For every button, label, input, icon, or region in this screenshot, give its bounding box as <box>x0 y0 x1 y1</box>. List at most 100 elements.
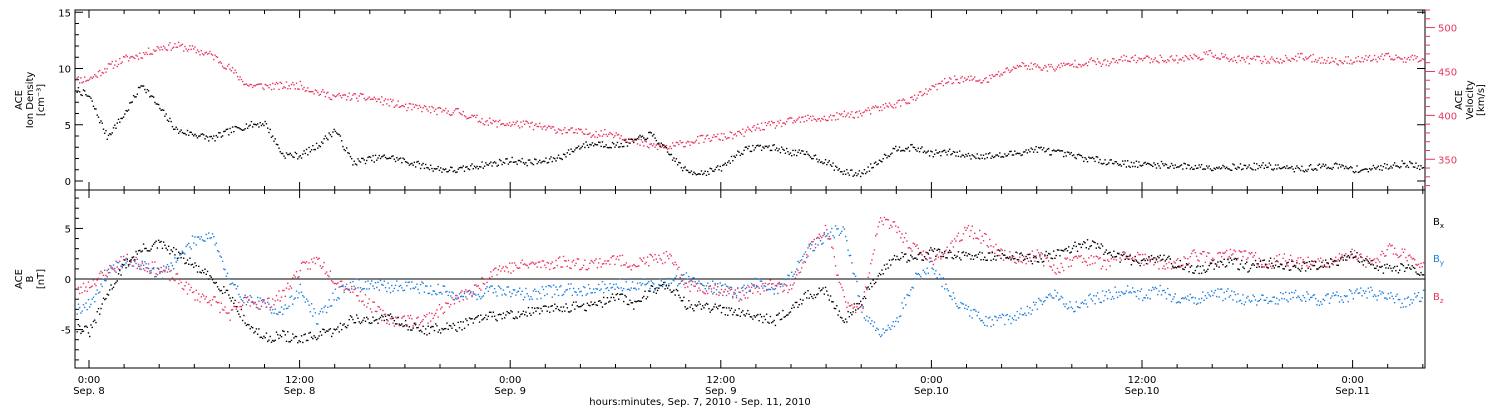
data-point <box>240 308 243 311</box>
data-point <box>1338 253 1341 255</box>
data-point <box>727 290 729 293</box>
data-point <box>110 265 112 267</box>
data-point <box>122 116 125 118</box>
data-point <box>246 84 249 87</box>
data-point <box>345 326 348 329</box>
data-point <box>525 311 527 313</box>
data-point <box>515 161 517 163</box>
data-point <box>446 112 448 114</box>
data-point <box>669 154 671 156</box>
data-point <box>1283 60 1286 63</box>
data-point <box>1228 168 1230 170</box>
data-point <box>362 93 364 95</box>
data-point <box>352 94 354 96</box>
data-point <box>546 261 548 264</box>
data-point <box>471 295 473 298</box>
data-point <box>946 154 948 156</box>
data-point <box>322 142 324 145</box>
data-point <box>194 262 196 264</box>
data-point <box>97 292 100 294</box>
data-point <box>769 279 772 281</box>
data-point <box>214 54 216 56</box>
data-point <box>1283 166 1286 168</box>
data-point <box>498 119 501 122</box>
data-point <box>371 159 373 162</box>
data-point <box>1074 59 1076 62</box>
data-point <box>357 287 359 289</box>
data-point <box>715 289 718 291</box>
data-point <box>362 288 364 290</box>
data-point <box>1199 252 1202 255</box>
data-point <box>1321 265 1323 267</box>
data-point <box>886 105 888 107</box>
data-point <box>774 287 777 290</box>
data-point <box>654 253 656 256</box>
data-point <box>422 325 424 328</box>
data-point <box>1188 262 1190 265</box>
data-point <box>971 317 973 319</box>
data-point <box>310 258 313 261</box>
data-point <box>393 319 396 322</box>
data-point <box>384 286 387 289</box>
data-point <box>125 109 127 112</box>
data-point <box>1246 258 1248 261</box>
data-point <box>1073 311 1075 313</box>
data-point <box>483 124 486 126</box>
data-point <box>560 129 562 132</box>
data-point <box>189 246 191 248</box>
data-point <box>1115 291 1118 294</box>
data-point <box>871 259 873 261</box>
data-point <box>458 327 461 329</box>
data-point <box>922 93 925 96</box>
data-point <box>265 84 268 86</box>
data-point <box>251 300 254 303</box>
data-point <box>609 300 611 302</box>
data-point <box>277 83 279 85</box>
data-point <box>1388 55 1391 58</box>
data-point <box>1179 302 1182 304</box>
data-point <box>897 99 899 102</box>
data-point <box>951 83 953 85</box>
data-point <box>1150 289 1153 292</box>
data-point <box>1193 168 1195 170</box>
data-point <box>211 298 214 301</box>
data-point <box>689 290 691 293</box>
data-point <box>458 112 461 114</box>
data-point <box>1175 55 1178 57</box>
data-point <box>417 316 419 318</box>
data-point <box>969 79 971 82</box>
data-point <box>576 305 579 307</box>
data-point <box>863 168 866 171</box>
data-point <box>1241 168 1243 171</box>
data-point <box>408 164 411 166</box>
data-point <box>821 161 823 163</box>
data-point <box>1083 160 1085 163</box>
data-point <box>1044 255 1046 257</box>
data-point <box>1259 166 1262 169</box>
data-point <box>853 174 856 176</box>
data-point <box>896 317 898 319</box>
data-point <box>216 249 219 252</box>
data-point <box>111 60 113 63</box>
data-point <box>353 288 355 291</box>
data-point <box>194 133 196 135</box>
data-point <box>280 152 283 155</box>
data-point <box>694 285 696 287</box>
data-point <box>277 313 279 316</box>
data-point <box>213 296 215 298</box>
data-point <box>388 314 391 317</box>
data-point <box>1381 250 1383 253</box>
data-point <box>196 236 199 238</box>
data-point <box>225 312 228 314</box>
data-point <box>1065 258 1067 260</box>
data-point <box>928 261 931 263</box>
data-point <box>1258 164 1260 167</box>
data-point <box>268 87 270 89</box>
data-point <box>244 294 246 296</box>
data-point <box>274 83 276 86</box>
data-point <box>900 150 902 152</box>
data-point <box>1241 302 1243 305</box>
data-point <box>406 325 408 327</box>
data-point <box>111 268 113 270</box>
data-point <box>1188 299 1190 302</box>
